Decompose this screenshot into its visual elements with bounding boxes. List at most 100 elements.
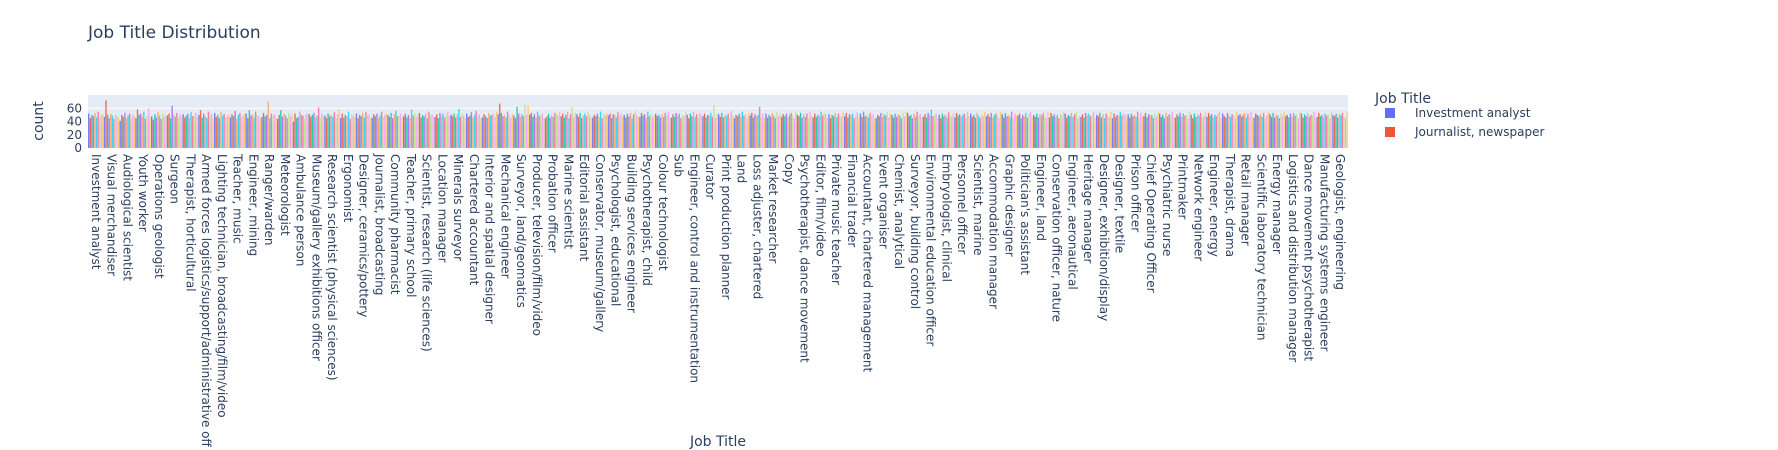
bar[interactable] [1259,114,1262,148]
bar[interactable] [536,111,539,148]
bar[interactable] [629,112,632,148]
bar[interactable] [355,113,358,148]
bar[interactable] [697,117,699,148]
bar[interactable] [631,118,633,148]
bar[interactable] [891,114,893,149]
bar[interactable] [132,114,134,149]
bar[interactable] [138,114,140,149]
bar[interactable] [1250,111,1252,148]
bar[interactable] [505,117,507,148]
bar[interactable] [425,113,427,148]
bar[interactable] [809,111,811,148]
bar[interactable] [1294,115,1296,148]
bar[interactable] [1300,113,1303,148]
bar[interactable] [116,116,118,148]
bar[interactable] [1332,114,1334,149]
bar[interactable] [625,117,627,148]
bar[interactable] [1152,118,1155,148]
bar[interactable] [954,117,956,148]
bar[interactable] [396,116,399,148]
bar[interactable] [845,112,847,148]
bar[interactable] [565,114,567,149]
bar[interactable] [1072,116,1074,148]
bar[interactable] [1039,114,1041,148]
bar[interactable] [1044,116,1046,148]
bar[interactable] [744,114,747,148]
bar[interactable] [1007,114,1010,149]
bar[interactable] [741,111,744,148]
bar[interactable] [157,111,159,148]
bar[interactable] [752,117,755,148]
bar[interactable] [692,111,695,148]
bar[interactable] [886,111,888,148]
bar[interactable] [519,116,521,148]
bar[interactable] [719,116,721,148]
bar[interactable] [812,117,814,148]
bar[interactable] [358,114,361,149]
bar[interactable] [253,117,255,148]
bar[interactable] [1258,116,1260,148]
bar[interactable] [1218,111,1221,148]
bar[interactable] [944,114,947,148]
bar[interactable] [656,116,658,148]
bar[interactable] [480,118,482,148]
bar[interactable] [563,117,566,148]
bar[interactable] [792,115,794,148]
bar[interactable] [727,113,729,148]
bar[interactable] [544,118,547,148]
bar[interactable] [1184,115,1186,148]
bar[interactable] [462,115,465,148]
bar[interactable] [1296,114,1298,148]
bar[interactable] [182,114,184,148]
bar[interactable] [1018,113,1021,148]
bar[interactable] [431,114,433,148]
bar[interactable] [1275,114,1277,149]
bar[interactable] [100,115,102,148]
bar[interactable] [1234,118,1236,148]
bar[interactable] [851,113,854,148]
bar[interactable] [152,119,154,148]
bar[interactable] [105,100,107,148]
bar[interactable] [870,115,873,148]
bar[interactable] [432,116,435,148]
bar[interactable] [1316,116,1318,148]
bar[interactable] [965,118,967,148]
bar[interactable] [488,112,490,148]
bar[interactable] [1305,116,1307,148]
bar[interactable] [321,113,323,148]
bar[interactable] [930,109,933,148]
bar[interactable] [842,111,844,148]
bar[interactable] [777,116,780,148]
bar[interactable] [234,110,236,148]
bar[interactable] [743,115,745,148]
bar[interactable] [941,113,944,148]
bar[interactable] [135,118,137,148]
bar[interactable] [725,116,728,148]
bar[interactable] [940,118,942,148]
bar[interactable] [1174,117,1177,148]
bar[interactable] [867,117,870,148]
bar[interactable] [1028,114,1030,148]
bar[interactable] [966,111,969,148]
bar[interactable] [336,114,339,148]
bar[interactable] [1324,113,1326,148]
bar[interactable] [1256,114,1259,149]
bar[interactable] [716,114,718,148]
bar[interactable] [1253,117,1255,148]
bar[interactable] [763,118,766,148]
bar[interactable] [558,111,561,148]
bar[interactable] [351,114,353,148]
bar[interactable] [1344,118,1347,148]
bar[interactable] [1204,112,1207,148]
bar[interactable] [1021,114,1024,149]
bar[interactable] [1206,116,1208,148]
bar[interactable] [993,114,996,149]
bar[interactable] [436,114,438,148]
bar[interactable] [579,112,581,148]
bar[interactable] [387,114,389,149]
bar[interactable] [154,114,156,148]
bar[interactable] [162,113,164,148]
bar[interactable] [746,117,748,148]
bar[interactable] [121,114,123,149]
bar[interactable] [979,118,981,148]
